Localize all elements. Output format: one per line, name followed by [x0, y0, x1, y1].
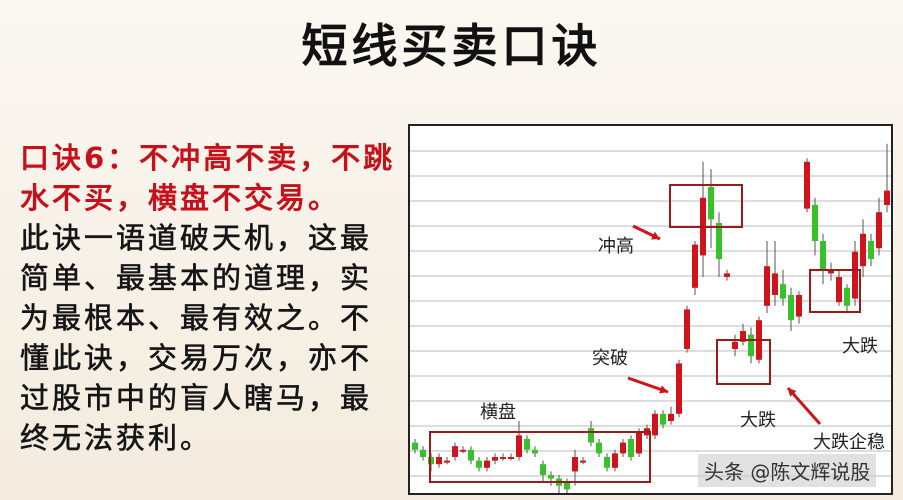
candle-body: [516, 435, 522, 457]
candle-body: [420, 449, 426, 457]
candle-body: [844, 287, 850, 306]
candle-body: [532, 449, 538, 454]
candle-body: [460, 449, 466, 452]
arrow-dadie-qiwen: [786, 387, 822, 425]
candle-body: [484, 460, 490, 468]
candle-body: [668, 413, 674, 421]
watermark: 头条 @陈文辉说股: [698, 454, 877, 487]
candle-body: [820, 241, 826, 270]
candle-body: [812, 205, 818, 241]
candle-body: [804, 161, 810, 209]
heading-line: 口诀6：不冲高不卖，不跳: [20, 141, 396, 175]
candle-body: [868, 241, 874, 259]
candle-body: [548, 475, 554, 479]
candlestick-chart: 冲高 突破 横盘 大跌 大跌企稳 大跌: [408, 124, 893, 495]
arrow-dadie-qiwen-head: [788, 388, 797, 397]
candle-body: [540, 464, 546, 475]
box-chonggao: [669, 184, 743, 228]
body-line: 为最根本、最有效之。不: [20, 301, 373, 336]
label-dadie-1: 大跌: [740, 410, 776, 431]
candle-body: [676, 363, 682, 414]
candle-body: [828, 269, 834, 274]
candle-body: [684, 309, 690, 349]
page-title: 短线买卖口诀: [301, 19, 602, 73]
candle-body: [660, 413, 666, 425]
body-line: 懂此诀，交易万次，亦不: [20, 341, 373, 376]
candle-body: [436, 457, 442, 465]
candle-body: [444, 460, 450, 463]
candle-body: [796, 295, 802, 317]
candle-body: [708, 187, 714, 220]
candle-body: [852, 251, 858, 299]
label-tupo: 突破: [592, 348, 628, 369]
candle-body: [604, 457, 610, 468]
box-hengpan: [429, 431, 651, 483]
arrow-chonggao-head: [651, 231, 660, 240]
candle-body: [452, 446, 458, 457]
candle-body: [692, 244, 698, 288]
candle-body: [740, 331, 746, 342]
candle-body: [572, 457, 578, 472]
heading-line: 水不买，横盘不交易。: [20, 181, 341, 215]
candle-body: [580, 460, 586, 463]
candle-body: [628, 439, 634, 457]
candle-body: [780, 284, 786, 299]
body-line: 过股市中的盲人瞎马，最: [20, 381, 373, 416]
candle-body: [492, 457, 498, 461]
label-chonggao: 冲高: [598, 236, 634, 257]
candle-body: [764, 266, 770, 306]
candle-body: [468, 449, 474, 461]
candle-body: [652, 413, 658, 436]
candle-body: [564, 482, 570, 490]
arrow-tupo-head: [659, 385, 668, 394]
candle-body: [620, 442, 626, 454]
candle-body: [500, 457, 506, 459]
body-line: 终无法获利。: [20, 421, 213, 456]
candle-body: [412, 442, 418, 450]
candle-body: [884, 190, 890, 205]
label-dadie-qiwen: 大跌企稳: [813, 432, 885, 453]
candle-body: [724, 273, 730, 277]
candle-body: [508, 457, 514, 459]
candle-body: [860, 233, 866, 267]
mnemonic-text: 口诀6：不冲高不卖，不跳 水不买，横盘不交易。 此诀一语道破天机，这最 简单、最…: [20, 138, 400, 458]
label-dadie-2: 大跌: [842, 336, 878, 357]
candle-body: [788, 295, 794, 321]
candle-body: [636, 431, 642, 454]
candle-body: [588, 428, 594, 443]
candle-body: [596, 442, 602, 454]
candle-body: [748, 334, 754, 357]
candle-body: [876, 212, 882, 249]
candle-body: [476, 460, 482, 468]
body-line: 简单、最基本的道理，实: [20, 261, 373, 296]
box-dadie-qiwen: [809, 269, 861, 313]
candle-body: [716, 223, 722, 259]
candle-body: [524, 439, 530, 450]
candle-body: [732, 341, 738, 349]
box-dadie: [716, 339, 771, 385]
candle-body: [772, 273, 778, 295]
label-hengpan: 横盘: [480, 402, 516, 423]
candle-body: [612, 453, 618, 468]
candle-body: [836, 277, 842, 303]
body-line: 此诀一语道破天机，这最: [20, 221, 373, 256]
